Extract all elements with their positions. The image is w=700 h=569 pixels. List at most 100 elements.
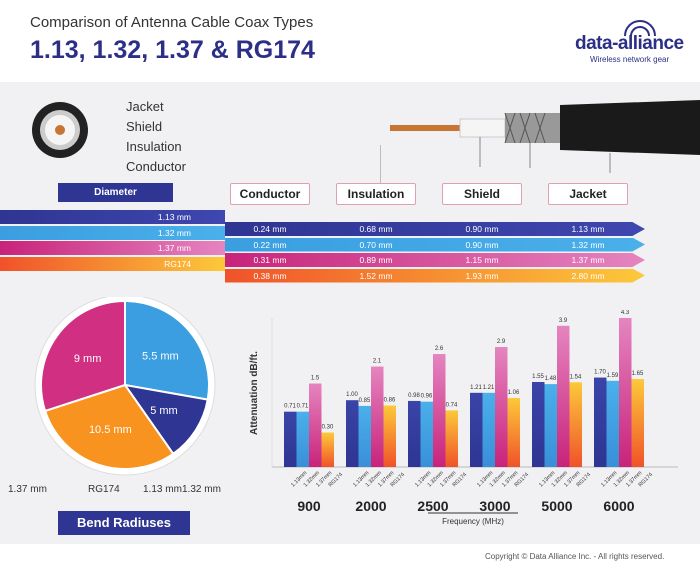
bar xyxy=(470,392,483,467)
diameter-row-label: 1.37 mm xyxy=(0,241,225,255)
cell-value: 0.38 mm xyxy=(253,270,287,281)
category-label: 900 xyxy=(297,498,321,514)
cable-illustration xyxy=(380,100,700,185)
bar xyxy=(606,380,619,467)
values-row: 0.22 mm 0.70 mm 0.90 mm 1.32 mm xyxy=(225,237,645,252)
bar xyxy=(358,405,371,467)
category-label: 2000 xyxy=(355,498,386,514)
category-label: 6000 xyxy=(603,498,634,514)
column-header: Shield xyxy=(442,183,522,205)
bar xyxy=(507,398,520,467)
bend-radius-title: Bend Radiuses xyxy=(58,511,190,535)
layer-label: Shield xyxy=(126,119,163,134)
cell-value: 1.93 mm xyxy=(465,270,499,281)
cell-value: 0.68 mm xyxy=(359,224,393,234)
cell-value: 0.22 mm xyxy=(253,239,287,250)
bar xyxy=(482,392,495,467)
diameter-row-label: RG174 xyxy=(0,256,225,271)
values-row: 0.31 mm 0.89 mm 1.15 mm 1.37 mm xyxy=(225,253,645,267)
values-row: 0.38 mm 1.52 mm 1.93 mm 2.80 mm xyxy=(225,268,645,283)
pie-slice xyxy=(122,383,209,456)
data-label: 1.54 xyxy=(570,374,582,380)
subtitle: Comparison of Antenna Cable Coax Types xyxy=(30,14,314,31)
data-label: 0.71 xyxy=(284,404,296,410)
bar xyxy=(433,354,446,467)
bar xyxy=(383,405,396,467)
pie-slice xyxy=(43,383,175,470)
data-label: 2.9 xyxy=(497,339,506,345)
bar xyxy=(619,318,632,467)
data-label: 3.9 xyxy=(559,318,568,324)
pie-cable-label: 1.13 mm xyxy=(143,484,182,495)
diameter-row-label: 1.32 mm xyxy=(0,225,225,240)
pie-slice-label: 5 mm xyxy=(150,405,178,417)
data-label: 0.74 xyxy=(446,402,458,408)
logo-tagline: Wireless network gear xyxy=(590,55,670,64)
bar xyxy=(408,400,421,467)
cell-value: 1.37 mm xyxy=(571,255,605,265)
cell-value: 1.13 mm xyxy=(571,224,605,234)
bar xyxy=(557,325,570,467)
data-label: 1.65 xyxy=(632,371,644,377)
values-row: 0.24 mm 0.68 mm 0.90 mm 1.13 mm xyxy=(225,222,645,236)
logo: data-alliance xyxy=(575,33,684,54)
category-label: 3000 xyxy=(479,498,510,514)
data-label: 1.55 xyxy=(532,374,544,380)
data-label: 1.5 xyxy=(311,376,320,382)
bend-radius-pie: 5.5 mm 5 mm 10.5 mm 9 mm xyxy=(34,297,216,476)
bar xyxy=(346,400,359,467)
cell-value: 0.90 mm xyxy=(465,224,499,234)
category-label: 2500 xyxy=(417,498,448,514)
cell-value: 0.24 mm xyxy=(253,224,287,234)
bar xyxy=(569,382,582,467)
pie-slice-label: 10.5 mm xyxy=(89,424,132,436)
diameter-row-label: 1.13 mm xyxy=(0,210,225,224)
cell-value: 0.90 mm xyxy=(465,239,499,250)
cable-cross-section-icon xyxy=(32,102,88,158)
pie-slice-label: 9 mm xyxy=(74,353,102,365)
x-axis-label: Frequency (MHz) xyxy=(442,517,504,526)
layer-label: Conductor xyxy=(126,159,186,174)
data-label: 1.70 xyxy=(594,370,606,376)
layer-label: Insulation xyxy=(126,139,182,154)
cell-value: 1.52 mm xyxy=(359,270,393,281)
bar xyxy=(495,347,508,467)
data-label: 0.71 xyxy=(297,404,309,410)
data-label: 1.21 xyxy=(470,385,482,391)
data-label: 0.85 xyxy=(359,398,371,404)
column-header: Conductor xyxy=(230,183,310,205)
cell-value: 1.15 mm xyxy=(465,255,499,265)
data-label: 2.6 xyxy=(435,346,444,352)
pie-slice xyxy=(40,299,126,413)
bar xyxy=(420,401,433,467)
cell-value: 1.32 mm xyxy=(571,239,605,250)
data-label: 0.30 xyxy=(322,425,334,431)
bar xyxy=(371,366,384,467)
cell-value: 0.70 mm xyxy=(359,239,393,250)
layer-label: Jacket xyxy=(126,99,164,114)
bar xyxy=(532,381,545,467)
bar xyxy=(544,384,557,467)
diameter-label: Diameter xyxy=(58,183,173,202)
cell-value: 0.31 mm xyxy=(253,255,287,265)
bar xyxy=(445,410,458,467)
category-label: 5000 xyxy=(541,498,572,514)
bar xyxy=(284,411,297,467)
data-label: 0.98 xyxy=(408,393,420,399)
data-label: 1.59 xyxy=(607,373,619,379)
data-label: 0.96 xyxy=(421,394,433,400)
data-label: 0.86 xyxy=(384,398,396,404)
pie-slice xyxy=(124,299,210,401)
copyright: Copyright © Data Alliance Inc. - All rig… xyxy=(485,552,665,561)
cell-value: 0.89 mm xyxy=(359,255,393,265)
data-label: 1.21 xyxy=(483,385,495,391)
bar xyxy=(321,432,334,467)
pie-cable-label: 1.32 mm xyxy=(182,484,221,495)
column-header: Insulation xyxy=(336,183,416,205)
attenuation-chart: Attenuation dB/ft. 0.711.13mm0.711.32mm1.… xyxy=(249,310,678,526)
data-label: 1.06 xyxy=(508,390,520,396)
pie-cable-label: 1.37 mm xyxy=(8,484,47,495)
data-label: 2.1 xyxy=(373,359,382,365)
pie-slice-label: 5.5 mm xyxy=(142,350,179,362)
pie-cable-label: RG174 xyxy=(88,484,120,495)
